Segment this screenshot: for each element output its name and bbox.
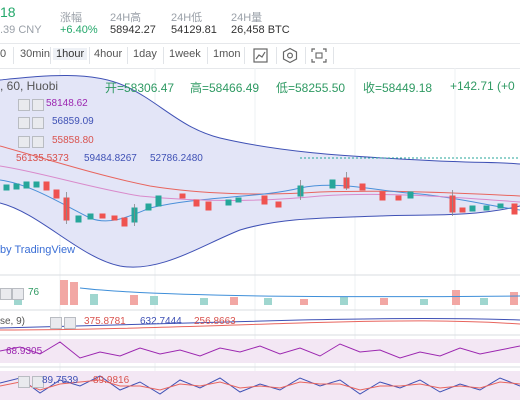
macd-value-2: 632.7444 — [140, 316, 182, 327]
eye-toggle-icon[interactable] — [0, 288, 12, 300]
macd-value-3: 256.8663 — [194, 316, 236, 327]
ohlc-close: 收=58449.18 — [363, 81, 433, 95]
boll-legend: 56135.5373 59484.8267 52786.2480 — [0, 153, 220, 167]
close-icon[interactable] — [64, 317, 76, 329]
close-icon[interactable] — [32, 99, 44, 111]
interval-1hour[interactable]: 1hour — [53, 48, 88, 60]
kdj-value-2: 89.9816 — [93, 375, 130, 386]
screenshot-icon[interactable] — [310, 47, 328, 64]
toolbar-divider — [163, 47, 164, 64]
toolbar-divider — [13, 47, 14, 64]
ohlc-change: +142.71 (+0 — [450, 79, 515, 93]
rsi-legend: 68.9305 — [0, 346, 60, 360]
eye-toggle-icon[interactable] — [18, 136, 30, 148]
eye-toggle-icon[interactable] — [18, 99, 30, 111]
toolbar-divider — [127, 47, 128, 64]
macd-value-1: 375.8781 — [84, 316, 126, 327]
ma-legend-2: 56859.09 — [0, 116, 120, 130]
interval-1week[interactable]: 1week — [169, 48, 201, 60]
candle-chart-icon[interactable] — [252, 47, 270, 64]
ma-legend-1: 58148.62 — [0, 98, 120, 112]
eye-toggle-icon[interactable] — [50, 317, 62, 329]
toolbar-divider — [276, 47, 277, 64]
settings-hex-icon[interactable] — [281, 47, 299, 64]
boll-mid-value: 56135.5373 — [16, 153, 69, 164]
toolbar-divider — [305, 47, 306, 64]
candlesticks — [3, 172, 518, 227]
close-icon[interactable] — [32, 136, 44, 148]
tradingview-watermark: by TradingView — [0, 244, 76, 256]
ma-legend-3: 55858.80 — [0, 135, 120, 149]
low-value: 54129.81 — [171, 24, 217, 36]
change-value: +6.40% — [60, 24, 98, 36]
close-icon[interactable] — [32, 117, 44, 129]
volume-bars — [14, 280, 520, 305]
interval-1day[interactable]: 1day — [133, 48, 157, 60]
ma-value-1: 58148.62 — [46, 98, 88, 109]
macd-name: se, 9) — [0, 316, 26, 327]
boll-lower-value: 52786.2480 — [150, 153, 203, 164]
bollinger-upper-line — [0, 75, 520, 165]
ma-value-2: 56859.09 — [52, 116, 94, 127]
toolbar-divider — [207, 47, 208, 64]
macd-legend: se, 9) 375.8781 632.7444 256.8663 — [0, 316, 260, 330]
toolbar-divider — [50, 47, 51, 64]
high-value: 58942.27 — [110, 24, 156, 36]
volume-label: 24H量 — [231, 12, 263, 24]
kdj-value-1: 89.7539 — [42, 375, 79, 386]
bollinger-lower-line — [0, 202, 520, 268]
price-cny: .39 CNY — [0, 24, 42, 36]
close-icon[interactable] — [32, 376, 44, 388]
low-label: 24H低 — [171, 12, 203, 24]
kdj-legend: 89.7539 89.9816 — [0, 375, 140, 389]
chart-canvas[interactable] — [0, 68, 520, 400]
toolbar-divider — [89, 47, 90, 64]
volume-value: 26,458 BTC — [231, 24, 290, 36]
interval-4hour[interactable]: 4hour — [94, 48, 123, 60]
ohlc-low: 低=58255.50 — [276, 81, 346, 95]
eye-toggle-icon[interactable] — [18, 117, 30, 129]
bollinger-band-fill — [0, 75, 520, 268]
ohlc-high: 高=58466.49 — [190, 81, 260, 95]
bollinger-mid-line — [0, 145, 520, 197]
volume-legend: 76 — [0, 287, 60, 301]
interval-partial[interactable]: 0 — [0, 48, 7, 60]
close-icon[interactable] — [12, 288, 24, 300]
rsi-value: 68.9305 — [6, 346, 43, 357]
price-chart[interactable] — [0, 68, 520, 400]
toolbar-divider — [333, 47, 334, 64]
ticker-header: 18 .39 CNY 涨幅 +6.40% 24H高 58942.27 24H低 … — [0, 0, 520, 42]
kdj-pane — [0, 371, 520, 400]
interval-1mon[interactable]: 1mon — [213, 48, 241, 60]
toolbar-divider — [244, 47, 245, 64]
boll-upper-value: 59484.8267 — [84, 153, 137, 164]
rsi-pane — [0, 339, 520, 363]
ohlc-open: 开=58306.47 — [105, 81, 175, 95]
chart-symbol: , 60, Huobi — [0, 79, 59, 93]
ma-value-3: 55858.80 — [52, 135, 94, 146]
ma-line-mid — [0, 165, 520, 203]
eye-toggle-icon[interactable] — [18, 376, 30, 388]
macd-pane — [0, 318, 520, 331]
interval-30min[interactable]: 30min — [20, 48, 50, 60]
last-price: 18 — [0, 4, 16, 20]
volume-ma-value: 76 — [28, 287, 40, 298]
chart-toolbar: 0 30min 1hour 4hour 1day 1week 1mon — [0, 43, 520, 69]
change-label: 涨幅 — [60, 12, 82, 24]
high-label: 24H高 — [110, 12, 142, 24]
